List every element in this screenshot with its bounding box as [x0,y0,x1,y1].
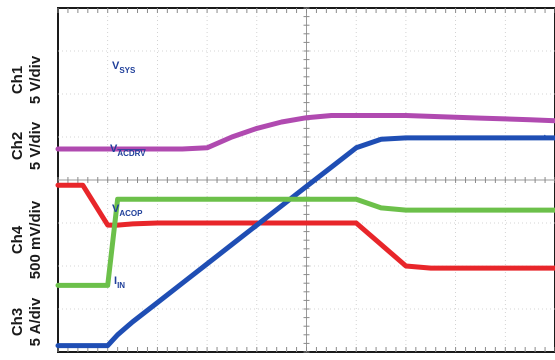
channel-scale-ch2: 5 V/div [27,121,44,170]
trace-i-in [55,196,555,288]
label-v-acop: VACOP [112,203,143,218]
channel-label-ch3: Ch3 [9,308,26,336]
scope-grid [57,7,555,353]
label-v-sys: VSYS [112,60,136,75]
channel-labels: Ch1 5 V/div Ch2 5 V/div Ch4 500 mV/div C… [9,55,44,346]
channel-scale-ch3: 5 A/div [27,297,44,346]
trace-v-acdrv [55,135,555,349]
channel-label-ch4: Ch4 [9,225,26,254]
level-markers: ← [542,130,552,144]
channel-label-ch1: Ch1 [9,66,26,94]
label-i-in: IIN [114,275,125,290]
label-v-acdrv: VACDRV [110,143,146,158]
ch2-level-arrow-icon: ← [542,130,552,144]
trace-v-sys [55,182,555,271]
channel-scale-ch1: 5 V/div [27,55,44,104]
channel-label-ch2: Ch2 [9,132,26,160]
channel-scale-ch4: 500 mV/div [27,200,44,279]
trace-v-acop [55,113,555,152]
signal-labels: VSYS VACDRV VACOP IIN [110,60,146,290]
traces [55,113,555,349]
